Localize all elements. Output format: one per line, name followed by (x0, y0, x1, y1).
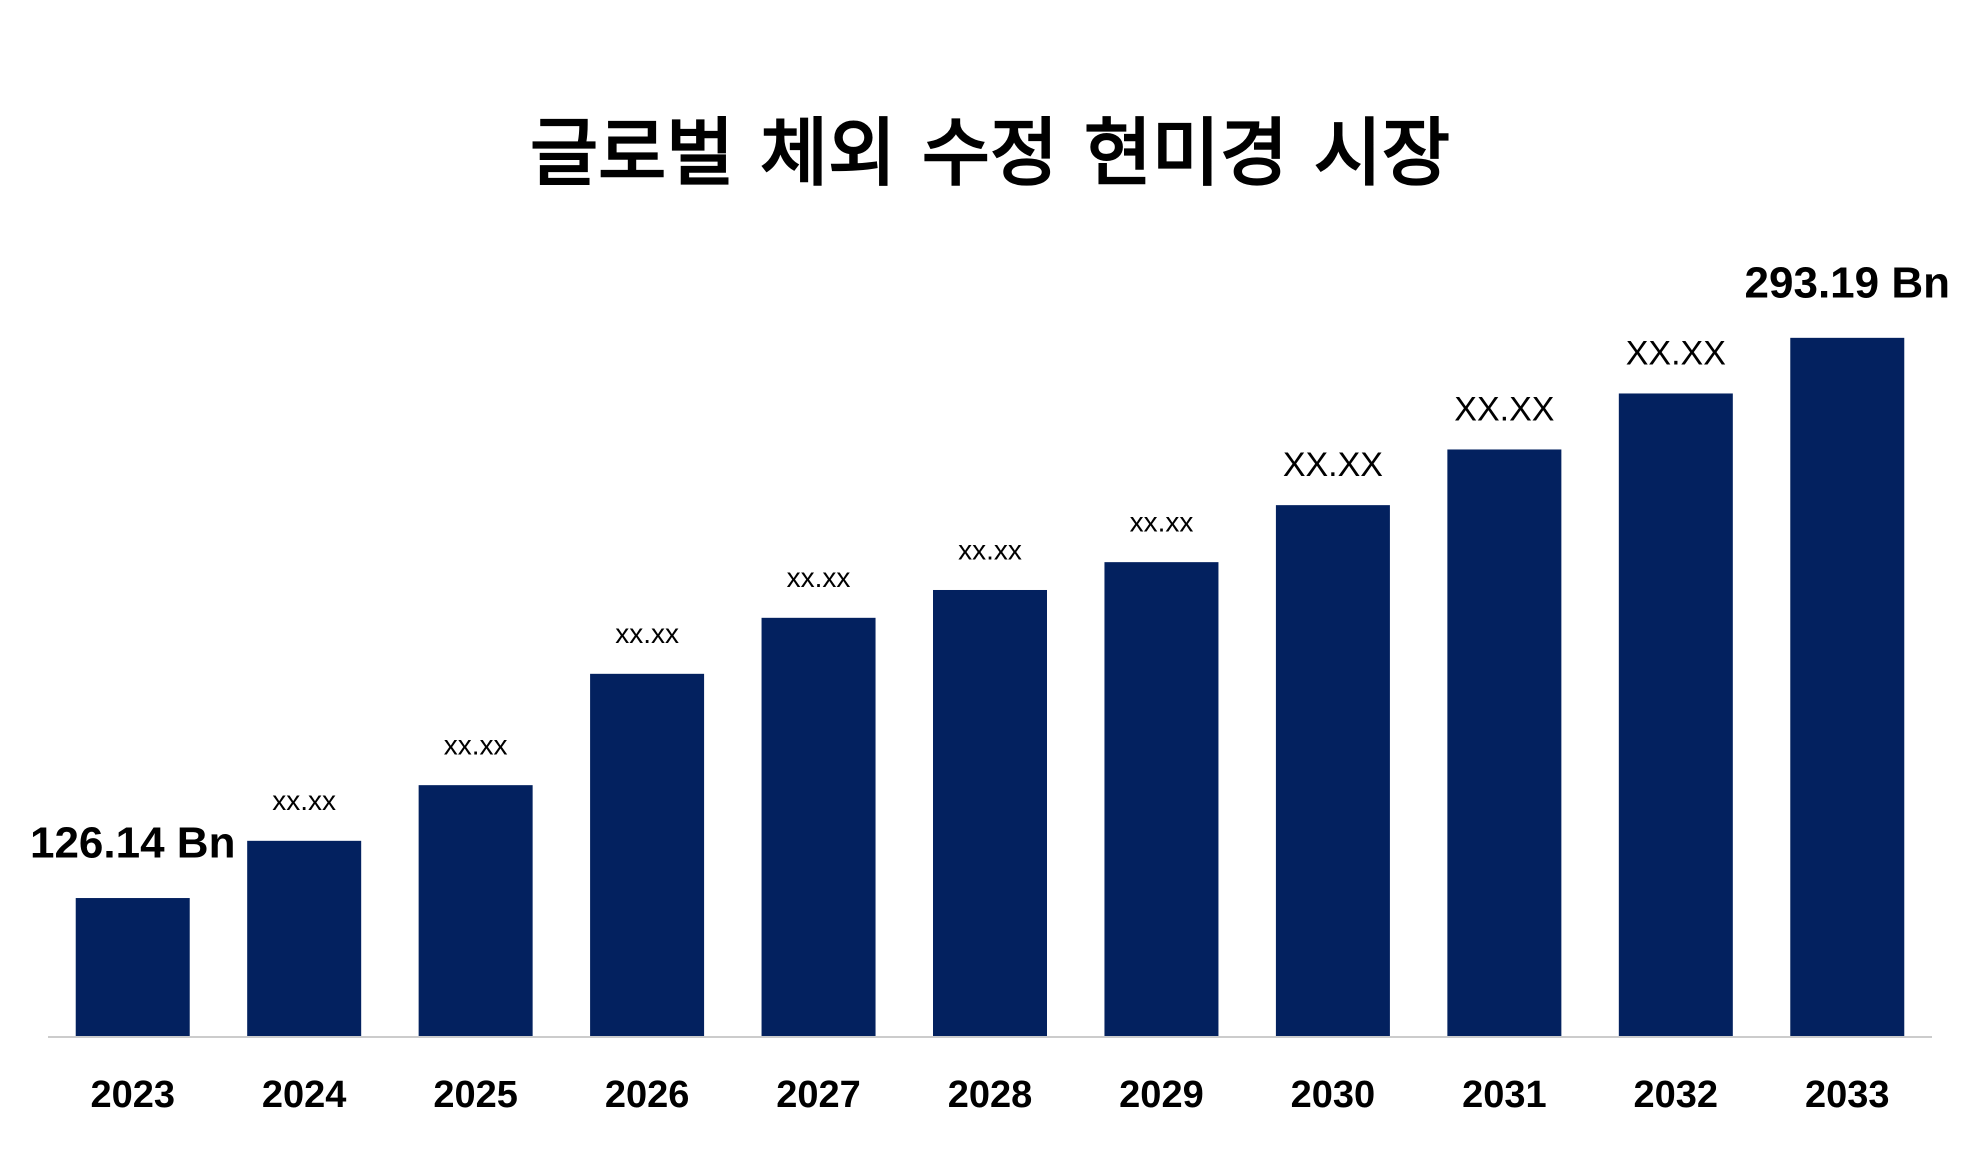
x-tick-label: 2023 (90, 1074, 175, 1116)
x-tick-label: 2028 (948, 1074, 1033, 1116)
bar (75, 898, 190, 1036)
x-tick-label: 2025 (433, 1074, 518, 1116)
value-label: xx.xx (787, 562, 851, 593)
x-tick-label: 2029 (1119, 1074, 1204, 1116)
bar (1447, 449, 1562, 1037)
value-label: 293.19 Bn (1745, 258, 1950, 307)
bar (761, 617, 876, 1036)
value-label: 126.14 Bn (30, 819, 235, 868)
bar (1104, 562, 1219, 1036)
value-label: XX.XX (1454, 390, 1554, 428)
x-tick-label: 2027 (776, 1074, 861, 1116)
value-label: xx.xx (958, 534, 1022, 565)
value-label: xx.xx (1130, 507, 1194, 538)
x-tick-label: 2033 (1805, 1074, 1890, 1116)
x-tick-label: 2026 (605, 1074, 690, 1116)
bar (1275, 505, 1390, 1036)
bar (1618, 393, 1733, 1036)
x-tick-label: 2032 (1634, 1074, 1719, 1116)
bar (247, 840, 362, 1036)
bar (418, 785, 533, 1036)
x-tick-label: 2030 (1291, 1074, 1376, 1116)
x-tick-label: 2031 (1462, 1074, 1547, 1116)
value-label: XX.XX (1626, 334, 1726, 372)
value-label: xx.xx (444, 730, 508, 761)
value-label: xx.xx (272, 785, 336, 816)
x-tick-label: 2024 (262, 1074, 347, 1116)
bar (933, 589, 1047, 1036)
bar (590, 673, 705, 1036)
value-label: xx.xx (615, 618, 679, 649)
chart-title: 글로벌 체외 수정 현미경 시장 (530, 111, 1450, 197)
bar (1790, 337, 1905, 1036)
value-label: XX.XX (1283, 446, 1383, 484)
